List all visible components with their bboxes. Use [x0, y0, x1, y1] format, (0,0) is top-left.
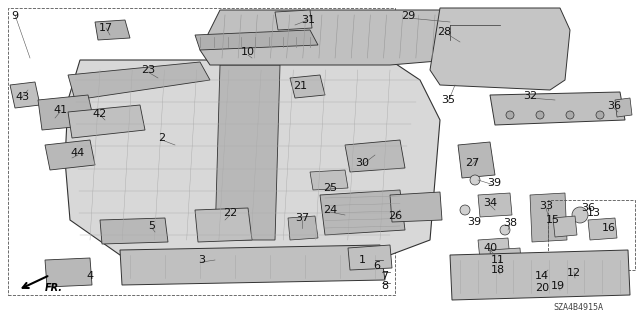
Text: 15: 15 [546, 215, 560, 225]
Text: 34: 34 [483, 198, 497, 208]
Polygon shape [120, 245, 385, 285]
Text: 28: 28 [437, 27, 451, 37]
Polygon shape [65, 60, 440, 255]
Text: 16: 16 [602, 223, 616, 233]
Polygon shape [430, 8, 570, 90]
Text: 20: 20 [535, 283, 549, 293]
Text: 35: 35 [441, 95, 455, 105]
Polygon shape [290, 75, 325, 98]
Polygon shape [100, 218, 168, 244]
Polygon shape [288, 216, 318, 240]
Polygon shape [195, 30, 318, 50]
Text: 31: 31 [301, 15, 315, 25]
Text: 42: 42 [93, 109, 107, 119]
Text: 18: 18 [491, 265, 505, 275]
Polygon shape [553, 216, 577, 237]
Text: 39: 39 [467, 217, 481, 227]
Polygon shape [45, 258, 92, 287]
Text: 37: 37 [295, 213, 309, 223]
Circle shape [566, 111, 574, 119]
Polygon shape [68, 105, 145, 138]
Text: 11: 11 [491, 255, 505, 265]
Text: SZA4B4915A: SZA4B4915A [553, 303, 603, 313]
Polygon shape [215, 65, 280, 240]
Text: 21: 21 [293, 81, 307, 91]
Polygon shape [200, 10, 460, 65]
Text: 30: 30 [355, 158, 369, 168]
Text: FR.: FR. [45, 283, 63, 293]
Polygon shape [10, 82, 40, 108]
Text: 10: 10 [241, 47, 255, 57]
Polygon shape [478, 193, 512, 217]
Polygon shape [195, 208, 252, 242]
Polygon shape [588, 218, 617, 240]
Polygon shape [345, 140, 405, 172]
Text: 32: 32 [523, 91, 537, 101]
Polygon shape [95, 20, 130, 40]
Polygon shape [450, 250, 630, 300]
Polygon shape [458, 142, 495, 178]
Text: 36: 36 [607, 101, 621, 111]
Circle shape [460, 205, 470, 215]
Text: 19: 19 [551, 281, 565, 291]
Polygon shape [68, 62, 210, 100]
Circle shape [596, 111, 604, 119]
Bar [548, 200, 635, 270]
Text: 7: 7 [381, 271, 388, 281]
Polygon shape [478, 238, 510, 260]
Polygon shape [348, 245, 392, 270]
Text: 5: 5 [148, 221, 156, 231]
Polygon shape [38, 95, 95, 130]
Text: 39: 39 [487, 178, 501, 188]
Polygon shape [490, 248, 522, 277]
Text: 3: 3 [198, 255, 205, 265]
Text: 14: 14 [535, 271, 549, 281]
Text: 43: 43 [15, 92, 29, 102]
Text: 25: 25 [323, 183, 337, 193]
Polygon shape [45, 140, 95, 170]
Polygon shape [390, 192, 442, 222]
Text: 24: 24 [323, 205, 337, 215]
Text: 4: 4 [86, 271, 93, 281]
Text: 40: 40 [483, 243, 497, 253]
Text: 8: 8 [381, 281, 388, 291]
Polygon shape [530, 193, 567, 242]
Text: 41: 41 [53, 105, 67, 115]
Text: 2: 2 [159, 133, 166, 143]
Circle shape [572, 207, 588, 223]
Circle shape [500, 225, 510, 235]
Text: 13: 13 [587, 208, 601, 218]
Polygon shape [615, 98, 632, 117]
Text: 36: 36 [581, 203, 595, 213]
Text: 44: 44 [71, 148, 85, 158]
Text: 33: 33 [539, 201, 553, 211]
Text: 26: 26 [388, 211, 402, 221]
Circle shape [506, 111, 514, 119]
Text: 23: 23 [141, 65, 155, 75]
Text: 9: 9 [12, 11, 19, 21]
Polygon shape [310, 170, 348, 190]
Text: 6: 6 [374, 261, 381, 271]
Polygon shape [490, 92, 625, 125]
Circle shape [470, 175, 480, 185]
Text: 27: 27 [465, 158, 479, 168]
Text: 38: 38 [503, 218, 517, 228]
Text: 29: 29 [401, 11, 415, 21]
Text: 17: 17 [99, 23, 113, 33]
Text: 22: 22 [223, 208, 237, 218]
Polygon shape [320, 190, 405, 235]
Text: 1: 1 [358, 255, 365, 265]
Bar [8, 8, 395, 295]
Circle shape [536, 111, 544, 119]
Text: 12: 12 [567, 268, 581, 278]
Polygon shape [275, 10, 312, 30]
